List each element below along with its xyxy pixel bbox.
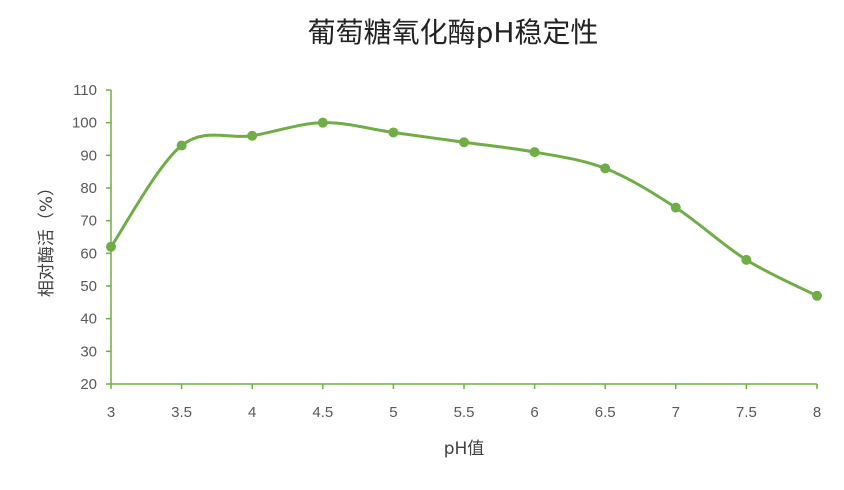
x-tick-label: 5.5 (454, 404, 475, 421)
x-axis: 3 3.5 4 4.5 5 5.5 6 6.5 7 7.5 8 (107, 383, 821, 421)
x-tick-label: 8 (813, 404, 821, 421)
x-tick-label: 5 (389, 404, 397, 421)
x-tick-label: 6 (530, 404, 538, 421)
x-tick-label: 3.5 (171, 404, 192, 421)
data-point (247, 130, 258, 141)
x-tick-label: 3 (107, 404, 115, 421)
y-tick-label: 110 (73, 82, 97, 99)
y-tick-label: 100 (72, 115, 97, 132)
x-tick-label: 6.5 (595, 404, 616, 421)
data-point (459, 137, 469, 148)
x-tick-label: 4.5 (312, 404, 333, 421)
x-tick-label: 7 (672, 404, 680, 421)
chart-title: 葡萄糖氧化酶pH稳定性 (308, 16, 599, 49)
y-axis-title: 相对酶活（%） (37, 179, 57, 297)
y-tick-label: 60 (80, 245, 97, 262)
data-point (529, 147, 540, 158)
y-tick-label: 40 (80, 311, 97, 328)
data-point (106, 241, 116, 252)
y-tick-label: 90 (80, 147, 97, 164)
y-tick-label: 20 (80, 376, 97, 393)
y-tick-label: 50 (80, 278, 97, 295)
data-point (670, 202, 681, 213)
x-tick-label: 4 (248, 404, 256, 421)
x-axis-title: pH值 (444, 439, 485, 459)
data-point (176, 140, 187, 151)
data-point (812, 290, 822, 301)
data-point (388, 127, 399, 138)
y-tick-label: 70 (80, 213, 97, 230)
data-point (600, 163, 611, 174)
x-tick-label: 7.5 (736, 404, 757, 421)
data-point (317, 117, 328, 128)
y-tick-label: 30 (80, 343, 97, 360)
series-line (109, 121, 819, 298)
y-axis: 20 30 40 50 60 70 80 90 100 110 (72, 82, 112, 393)
y-tick-label: 80 (80, 180, 97, 197)
data-point (741, 254, 752, 265)
series-points (106, 117, 822, 301)
